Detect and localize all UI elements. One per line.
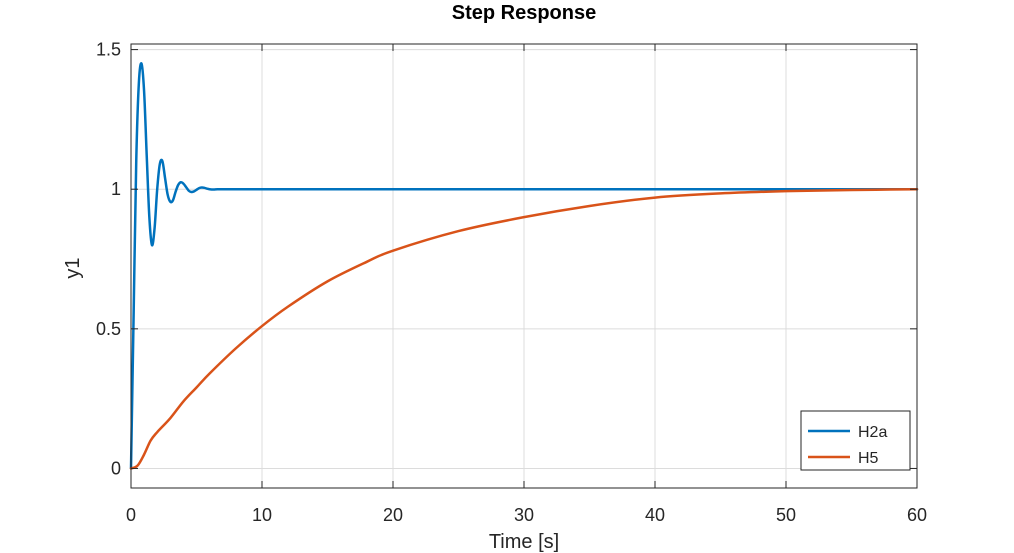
legend-label-h5: H5 xyxy=(858,450,879,467)
x-tick-label: 50 xyxy=(776,505,796,525)
x-tick-label: 60 xyxy=(907,505,927,525)
x-tick-label: 30 xyxy=(514,505,534,525)
legend-label-h2a: H2a xyxy=(858,424,887,441)
legend: H2a H5 xyxy=(800,410,911,471)
x-tick-label: 10 xyxy=(252,505,272,525)
chart-title: Step Response xyxy=(452,2,596,24)
x-tick-label: 20 xyxy=(383,505,403,525)
y-axis-label: y1 xyxy=(62,257,84,278)
y-tick-label: 1.5 xyxy=(96,40,121,60)
y-tick-label: 1 xyxy=(111,179,121,199)
legend-box xyxy=(800,410,911,471)
series-line-h2a xyxy=(129,62,919,470)
x-tick-label: 40 xyxy=(645,505,665,525)
x-axis-label: Time [s] xyxy=(489,531,559,553)
x-tick-label: 0 xyxy=(126,505,136,525)
axis-ticks: 0 10 20 30 40 50 60 0 0.5 1 1.5 xyxy=(96,40,927,525)
series-lines xyxy=(129,62,919,470)
series-line-h5 xyxy=(129,187,919,470)
y-tick-label: 0.5 xyxy=(96,319,121,339)
y-tick-label: 0 xyxy=(111,458,121,478)
